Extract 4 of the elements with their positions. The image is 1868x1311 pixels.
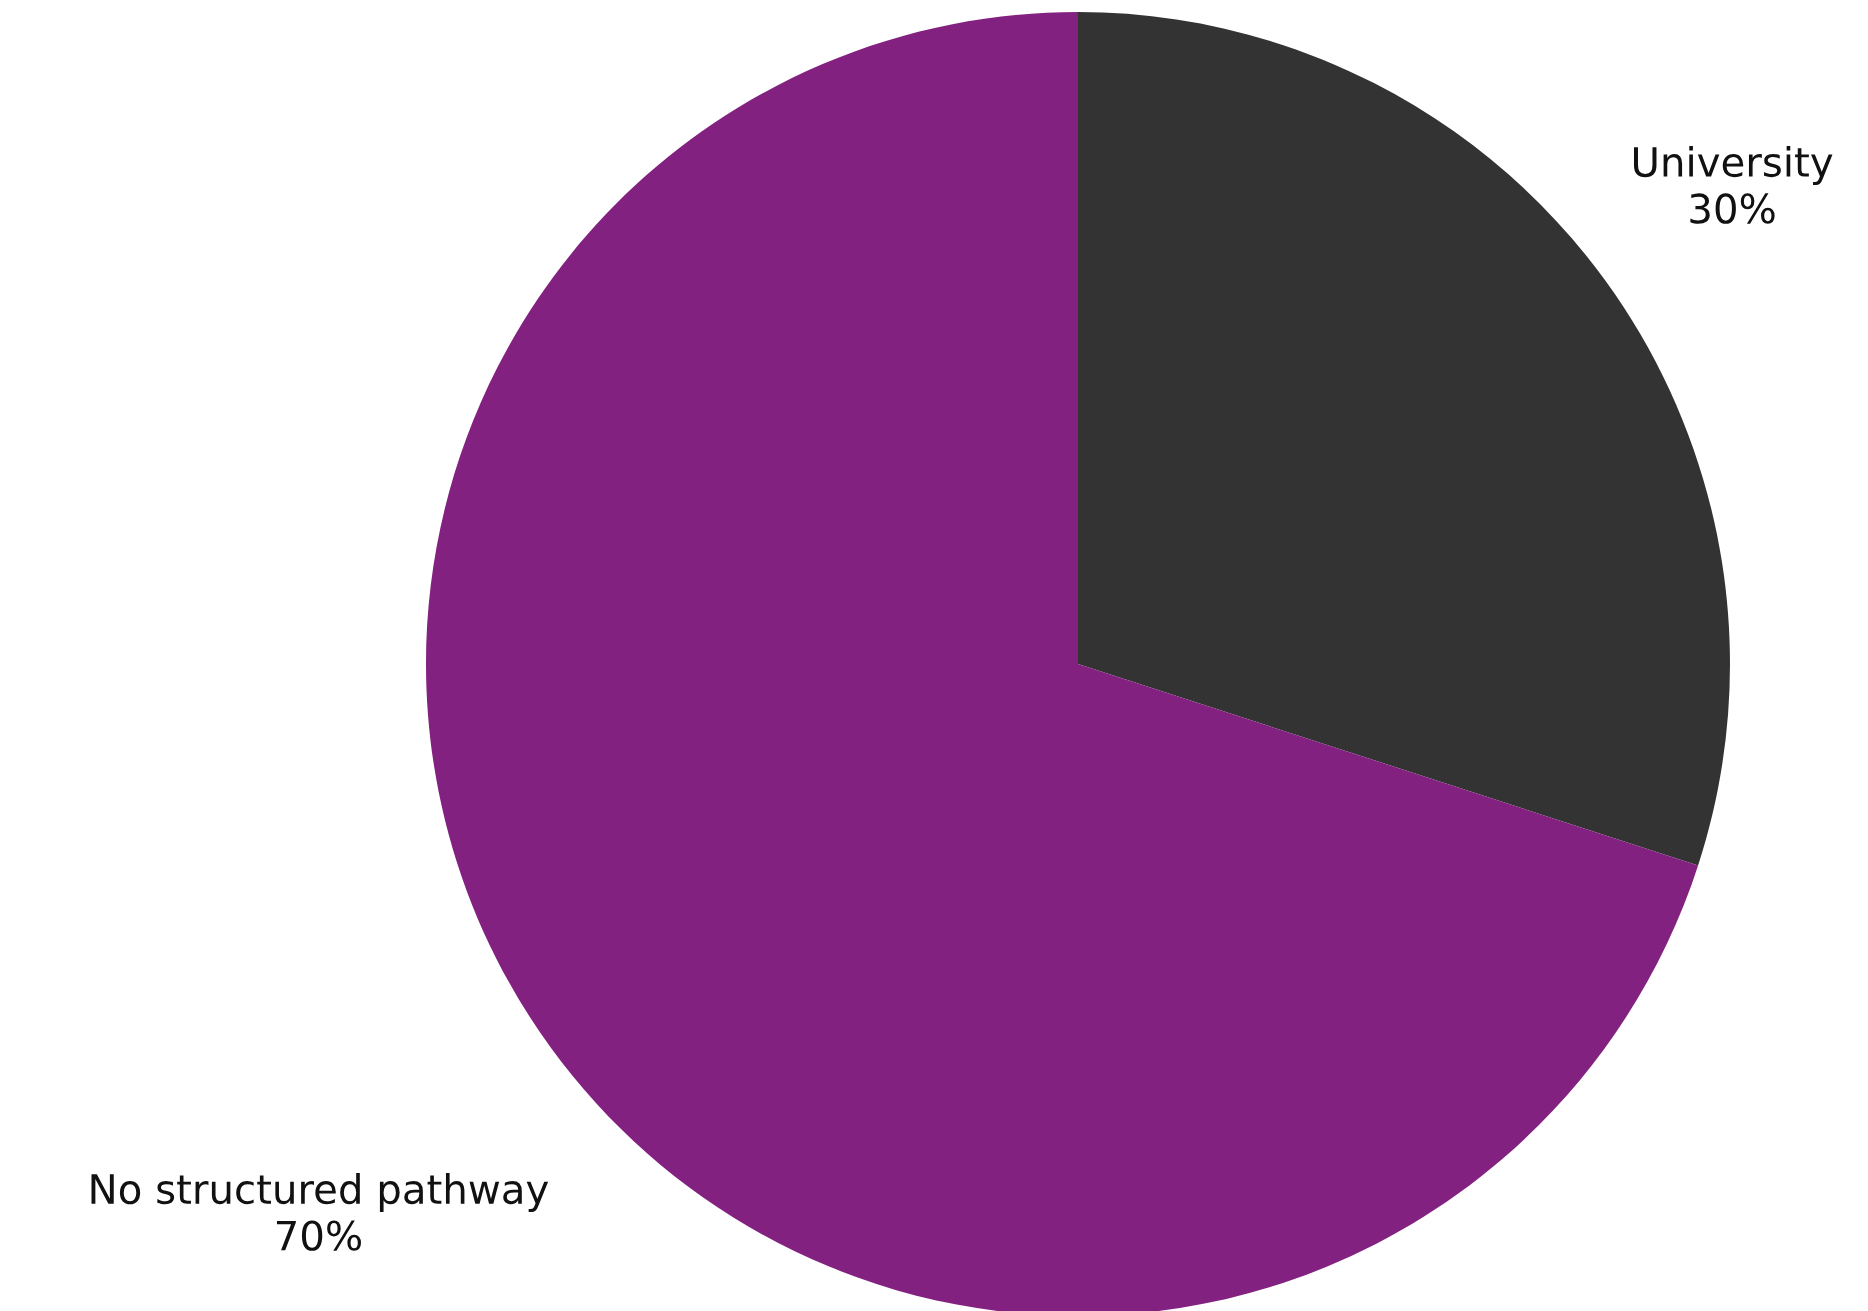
slice-label: No structured pathway: [91, 1173, 549, 1213]
slice-label: University: [1633, 145, 1833, 185]
data-label: 30%: [1690, 193, 1775, 224]
data-label: 70%: [276, 1220, 361, 1251]
